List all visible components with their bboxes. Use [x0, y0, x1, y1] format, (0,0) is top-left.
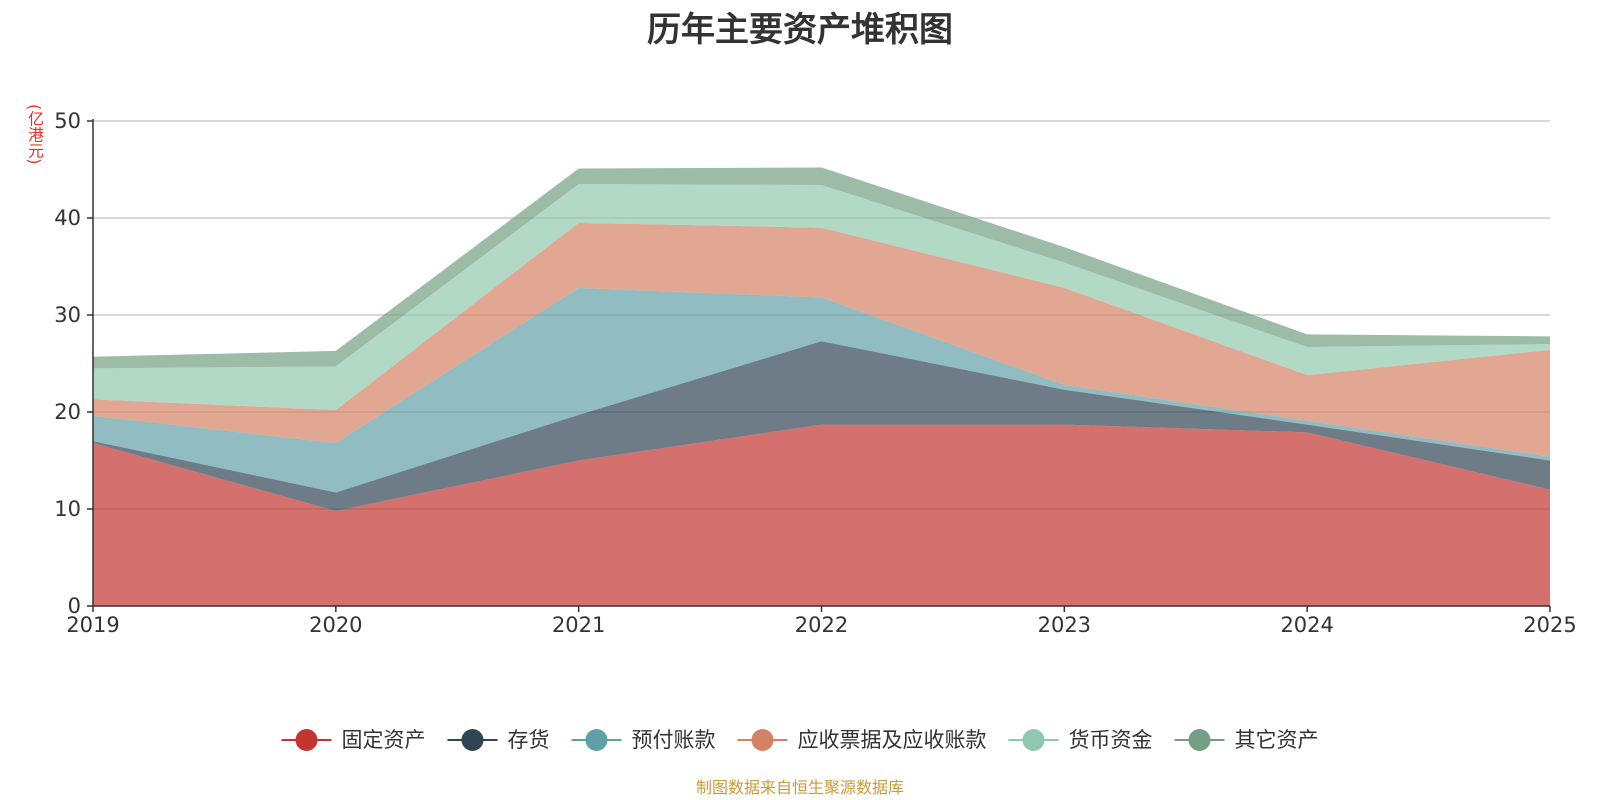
y-tick-label: 30 — [54, 303, 81, 327]
legend-label: 存货 — [508, 728, 550, 752]
legend-marker-icon — [751, 729, 774, 751]
x-tick-label: 2021 — [552, 613, 605, 637]
y-tick-label: 20 — [54, 400, 81, 424]
axis-layer: 0 10 20 30 40 50 2019 2020 2021 2022 2023 2024 2025 — [54, 109, 1576, 637]
legend-label: 应收票据及应收账款 — [798, 728, 987, 752]
legend-item-3[interactable]: 应收票据及应收账款 — [737, 728, 987, 752]
y-tick-label: 40 — [54, 206, 81, 230]
legend-item-0[interactable]: 固定资产 — [281, 728, 426, 752]
legend-marker-icon — [295, 729, 318, 751]
legend-item-4[interactable]: 货币资金 — [1008, 728, 1153, 752]
area-series-0[interactable] — [93, 424, 1550, 606]
x-tick-label: 2019 — [66, 613, 119, 637]
legend-item-1[interactable]: 存货 — [447, 728, 550, 752]
chart-title: 历年主要资产堆积图 — [647, 10, 953, 50]
area-layer — [93, 167, 1550, 606]
x-tick-label: 2022 — [795, 613, 848, 637]
source-note: 制图数据来自恒生聚源数据库 — [695, 778, 904, 797]
area-series-3[interactable] — [93, 222, 1550, 457]
legend-item-5[interactable]: 其它资产 — [1174, 728, 1319, 752]
area-series-2[interactable] — [93, 287, 1550, 493]
legend-label: 固定资产 — [342, 728, 426, 752]
y-tick-label: 10 — [54, 497, 81, 521]
legend-marker-icon — [585, 729, 608, 751]
y-tick-label: 0 — [68, 594, 81, 618]
legend-marker-icon — [1022, 729, 1045, 751]
x-tick-label: 2024 — [1280, 613, 1333, 637]
area-series-1[interactable] — [93, 341, 1550, 511]
legend-label: 货币资金 — [1069, 728, 1153, 752]
legend-label: 预付账款 — [632, 728, 716, 752]
x-tick-label: 2025 — [1523, 613, 1576, 637]
x-tick-label: 2023 — [1038, 613, 1091, 637]
y-axis-unit-label: (亿港元) — [25, 104, 44, 165]
legend-layer: 固定资产 存货 预付账款 应收票据及应收账款 货币资金 其它资产 — [281, 728, 1319, 752]
legend-marker-icon — [461, 729, 484, 751]
legend-item-2[interactable]: 预付账款 — [571, 728, 716, 752]
legend-marker-icon — [1188, 729, 1211, 751]
area-series-4[interactable] — [93, 184, 1550, 411]
y-tick-label: 50 — [54, 109, 81, 133]
legend-label: 其它资产 — [1235, 728, 1319, 752]
x-tick-label: 2020 — [309, 613, 362, 637]
